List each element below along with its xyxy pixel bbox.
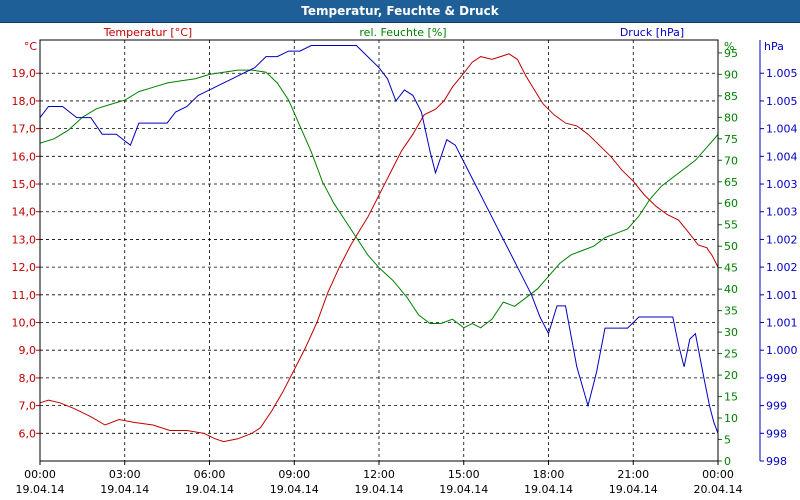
date-tick-label: 20.04.14 bbox=[694, 483, 743, 496]
pressure-unit: hPa bbox=[764, 40, 784, 53]
temperature-tick-label: 11,0 bbox=[12, 289, 37, 302]
pressure-tick-label: 999 bbox=[766, 400, 787, 413]
humidity-tick-label: 80 bbox=[724, 111, 738, 124]
temperature-tick-label: 10,0 bbox=[12, 317, 37, 330]
temperature-axis-title: Temperatur [°C] bbox=[103, 26, 192, 39]
date-tick-label: 19.04.14 bbox=[439, 483, 488, 496]
time-tick-label: 06:00 bbox=[194, 468, 226, 481]
humidity-tick-label: 70 bbox=[724, 154, 738, 167]
temperature-tick-label: 7,0 bbox=[19, 400, 37, 413]
humidity-tick-label: 90 bbox=[724, 68, 738, 81]
date-tick-label: 19.04.14 bbox=[100, 483, 149, 496]
pressure-tick-label: 1.004 bbox=[766, 150, 798, 163]
humidity-series-line bbox=[39, 69, 719, 329]
humidity-tick-label: 75 bbox=[724, 133, 738, 146]
pressure-tick-label: 998 bbox=[766, 455, 787, 468]
pressure-series-line bbox=[39, 45, 719, 434]
axis-titles: °C Temperatur [°C] rel. Feuchte [%] Druck [… bbox=[24, 26, 784, 53]
time-tick-label: 15:00 bbox=[448, 468, 480, 481]
humidity-tick-label: 95 bbox=[724, 47, 738, 60]
temperature-unit: °C bbox=[24, 40, 38, 53]
pressure-tick-label: 1.002 bbox=[766, 261, 798, 274]
date-tick-label: 19.04.14 bbox=[355, 483, 404, 496]
humidity-tick-label: 25 bbox=[724, 348, 738, 361]
temperature-tick-label: 6,0 bbox=[19, 427, 37, 440]
humidity-tick-label: 65 bbox=[724, 176, 738, 189]
pressure-tick-label: 1.002 bbox=[766, 233, 798, 246]
temperature-tick-label: 15,0 bbox=[12, 178, 37, 191]
plot-frame bbox=[39, 39, 719, 462]
temperature-tick-label: 16,0 bbox=[12, 150, 37, 163]
grid-lines bbox=[40, 40, 718, 461]
pressure-axis-title: Druck [hPa] bbox=[620, 26, 684, 39]
time-tick-label: 21:00 bbox=[617, 468, 649, 481]
temperature-tick-label: 19,0 bbox=[12, 67, 37, 80]
chart-title: Temperatur, Feuchte & Druck bbox=[301, 4, 499, 18]
pressure-tick-label: 1.001 bbox=[766, 289, 798, 302]
humidity-axis: 0 5 10 15 20 25 30 35 40 45 50 55 60 65 70 75 80 85 90 95 bbox=[718, 47, 738, 468]
humidity-tick-label: 5 bbox=[724, 434, 731, 447]
humidity-tick-label: 50 bbox=[724, 240, 738, 253]
temperature-series-line bbox=[39, 53, 719, 443]
humidity-tick-label: 30 bbox=[724, 326, 738, 339]
pressure-tick-label: 1.003 bbox=[766, 206, 798, 219]
humidity-tick-label: 85 bbox=[724, 90, 738, 103]
temperature-tick-label: 13,0 bbox=[12, 233, 37, 246]
humidity-tick-label: 55 bbox=[724, 219, 738, 232]
temperature-tick-label: 17,0 bbox=[12, 123, 37, 136]
temperature-tick-label: 12,0 bbox=[12, 261, 37, 274]
date-tick-label: 19.04.14 bbox=[524, 483, 573, 496]
pressure-tick-label: 1.005 bbox=[766, 67, 798, 80]
chart-title-bar: Temperatur, Feuchte & Druck bbox=[0, 0, 800, 23]
time-tick-label: 00:00 bbox=[24, 468, 56, 481]
time-tick-label: 03:00 bbox=[109, 468, 141, 481]
temperature-tick-label: 9,0 bbox=[19, 344, 37, 357]
date-tick-label: 19.04.14 bbox=[185, 483, 234, 496]
pressure-tick-label: 1.000 bbox=[766, 344, 798, 357]
temperature-tick-label: 14,0 bbox=[12, 206, 37, 219]
pressure-tick-label: 1.003 bbox=[766, 178, 798, 191]
pressure-axis: 998 998 999 999 1.000 1.001 1.001 1.002 1.002 1.0… bbox=[759, 40, 798, 468]
time-tick-label: 12:00 bbox=[363, 468, 395, 481]
time-tick-label: 18:00 bbox=[533, 468, 565, 481]
temperature-tick-label: 18,0 bbox=[12, 95, 37, 108]
humidity-tick-label: 60 bbox=[724, 197, 738, 210]
humidity-tick-label: 15 bbox=[724, 391, 738, 404]
date-tick-label: 19.04.14 bbox=[16, 483, 65, 496]
pressure-tick-label: 1.005 bbox=[766, 95, 798, 108]
humidity-tick-label: 0 bbox=[724, 455, 731, 468]
temperature-tick-label: 8,0 bbox=[19, 372, 37, 385]
temperature-axis: 6,0 7,0 8,0 9,0 10,0 11,0 12,0 13,0 14,0 15,0 16,0… bbox=[12, 67, 40, 440]
pressure-tick-label: 1.004 bbox=[766, 123, 798, 136]
pressure-tick-label: 1.001 bbox=[766, 317, 798, 330]
humidity-tick-label: 20 bbox=[724, 369, 738, 382]
humidity-unit: % bbox=[724, 40, 734, 53]
humidity-tick-label: 40 bbox=[724, 283, 738, 296]
humidity-tick-label: 45 bbox=[724, 262, 738, 275]
pressure-tick-label: 999 bbox=[766, 372, 787, 385]
date-tick-label: 19.04.14 bbox=[270, 483, 319, 496]
pressure-tick-label: 998 bbox=[766, 427, 787, 440]
humidity-tick-label: 10 bbox=[724, 412, 738, 425]
time-axis: 00:00 19.04.14 03:00 19.04.14 06:00 19.04.14 0… bbox=[16, 461, 743, 496]
date-tick-label: 19.04.14 bbox=[609, 483, 658, 496]
series-lines bbox=[39, 45, 719, 443]
humidity-axis-title: rel. Feuchte [%] bbox=[359, 26, 446, 39]
time-tick-label: 09:00 bbox=[278, 468, 310, 481]
time-tick-label: 00:00 bbox=[702, 468, 734, 481]
humidity-tick-label: 35 bbox=[724, 305, 738, 318]
